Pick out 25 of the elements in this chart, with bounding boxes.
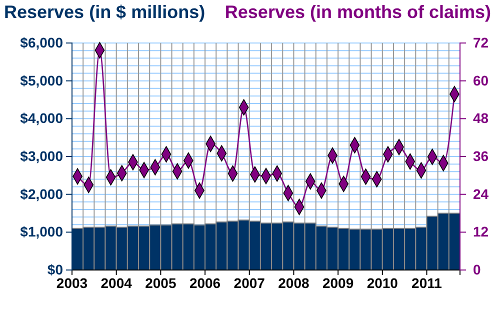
y2-tick-label: 12 bbox=[473, 224, 489, 240]
x-tick-label: 2005 bbox=[145, 274, 176, 291]
y-tick-label: $4,000 bbox=[20, 110, 64, 126]
x-tick-label: 2007 bbox=[234, 274, 266, 291]
y-tick-label: $5,000 bbox=[20, 72, 64, 88]
x-tick-label: 2009 bbox=[322, 274, 354, 291]
x-tick-label: 2010 bbox=[366, 274, 398, 291]
y2-tick-label: 24 bbox=[473, 186, 489, 202]
x-tick-label: 2008 bbox=[278, 274, 310, 291]
y2-axis-title: Reserves (in months of claims) bbox=[224, 2, 491, 22]
y2-tick-label: 72 bbox=[473, 34, 489, 50]
x-tick-label: 2003 bbox=[56, 274, 88, 291]
x-tick-label: 2004 bbox=[100, 274, 132, 291]
y-axis-title: Reserves (in $ millions) bbox=[4, 2, 206, 22]
y2-tick-label: 48 bbox=[473, 110, 489, 126]
x-tick-label: 2011 bbox=[412, 274, 442, 291]
x-tick-label: 2006 bbox=[189, 274, 221, 291]
y-tick-label: $2,000 bbox=[20, 186, 64, 202]
y-tick-label: $1,000 bbox=[20, 224, 64, 240]
y2-tick-label: 60 bbox=[473, 72, 489, 88]
y-tick-label: $6,000 bbox=[20, 34, 64, 50]
y-tick-label: $0 bbox=[47, 261, 64, 278]
y2-tick-label: 0 bbox=[473, 261, 481, 278]
y-tick-label: $3,000 bbox=[20, 148, 64, 164]
y2-tick-label: 36 bbox=[473, 148, 489, 164]
